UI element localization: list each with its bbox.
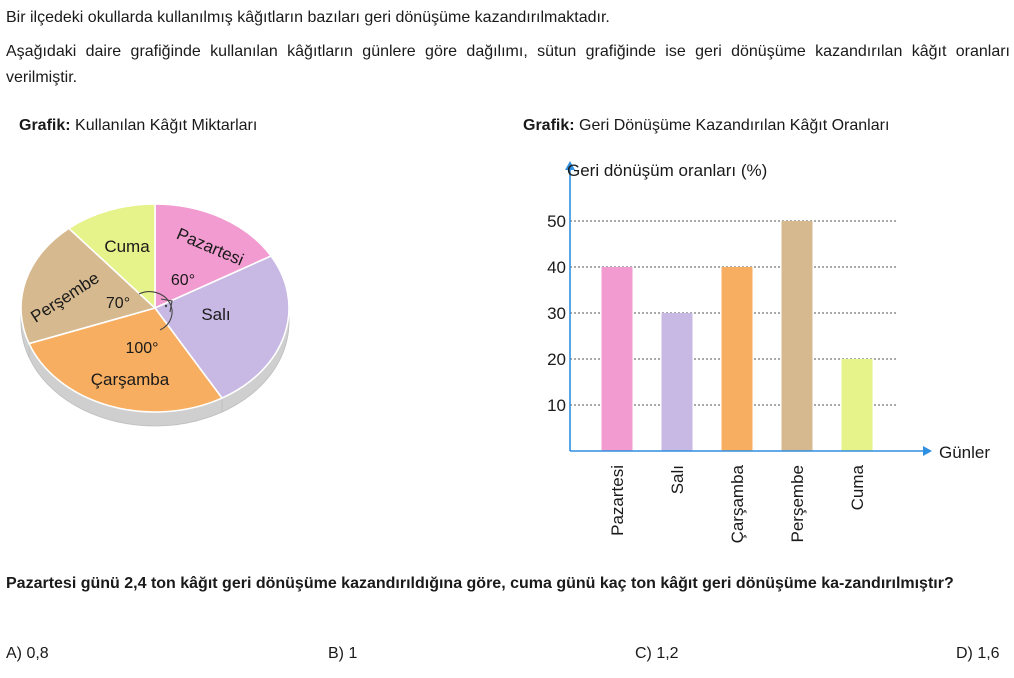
x-tick-pazartesi: Pazartesi [608, 465, 627, 536]
bar-carsamba [721, 267, 753, 451]
pie-slice-carsamba [27, 307, 224, 413]
y-axis-arrow [565, 161, 575, 170]
question-text: Pazartesi günü 2,4 ton kâğıt geri dönüşü… [6, 575, 954, 592]
pie-slice-cuma [67, 203, 156, 310]
x-axis-arrow [923, 446, 932, 456]
x-tick-cuma: Cuma [848, 464, 867, 510]
pie-slice-sali [153, 255, 290, 400]
pie-label-carsamba: Çarşamba [91, 370, 170, 389]
y-tick-20: 20 [547, 350, 566, 369]
bar-persembe [781, 221, 813, 451]
option-b[interactable]: B) 1 [328, 645, 358, 662]
intro-line-2: Aşağıdaki daire grafiğinde kullanılan kâ… [6, 43, 1010, 86]
bar-sali [661, 313, 693, 451]
pie-label-sali: Salı [201, 305, 230, 324]
pie-angle-label-pazartesi: 60° [171, 272, 195, 289]
pie-title-text: Kullanılan Kâğıt Miktarları [70, 117, 258, 134]
x-axis-label: Günler [939, 443, 990, 462]
pie-right-angle-marker [160, 298, 173, 313]
x-tick-sali: Salı [668, 465, 687, 494]
option-c[interactable]: C) 1,2 [635, 645, 679, 662]
y-axis-label: Geri dönüşüm oranları (%) [567, 161, 767, 180]
intro-line-1: Bir ilçedeki okullarda kullanılmış kâğıt… [6, 9, 610, 26]
option-d[interactable]: D) 1,6 [956, 645, 1000, 662]
pie-angle-label-persembe: 70° [106, 295, 130, 312]
bar-title-bold: Grafik: [523, 117, 575, 134]
bar-cuma [841, 359, 873, 451]
bar-title-text: Geri Dönüşüme Kazandırılan Kâğıt Oranlar… [574, 117, 890, 134]
bar-chart-title: Grafik: Geri Dönüşüme Kazandırılan Kâğıt… [523, 117, 889, 135]
y-tick-40: 40 [547, 258, 566, 277]
bar-pazartesi [601, 267, 633, 451]
y-tick-10: 10 [547, 396, 566, 415]
pie-angle-label-carsamba: 100° [125, 340, 158, 357]
y-tick-30: 30 [547, 304, 566, 323]
pie-slice-pazartesi [154, 203, 273, 310]
pie-label-cuma: Cuma [104, 237, 150, 256]
pie-title-bold: Grafik: [19, 117, 71, 134]
option-a[interactable]: A) 0,8 [6, 645, 49, 662]
y-tick-50: 50 [547, 212, 566, 231]
pie-slice-persembe [20, 227, 157, 345]
x-tick-persembe: Perşembe [788, 465, 807, 542]
x-tick-carsamba: Çarşamba [728, 464, 747, 543]
pie-chart-title: Grafik: Kullanılan Kâğıt Miktarları [19, 117, 257, 135]
pie-angle-arc [138, 291, 173, 331]
pie-right-angle-dot [164, 304, 168, 308]
